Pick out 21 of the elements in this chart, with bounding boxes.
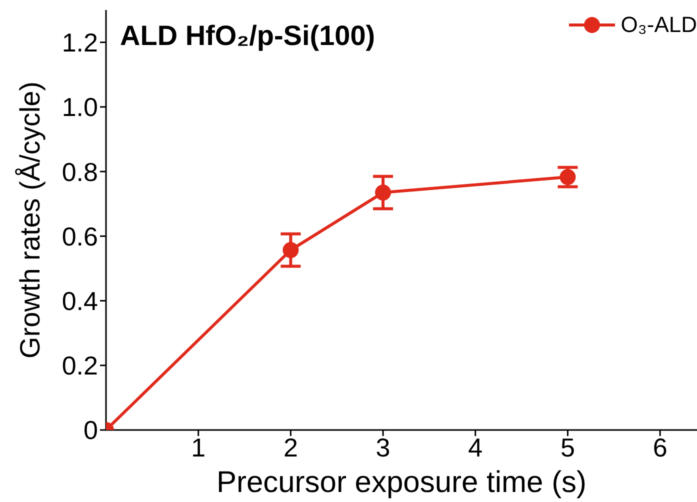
point	[560, 169, 576, 186]
y-tick-label: 1.2	[62, 28, 98, 58]
legend-label: O₃-ALD	[620, 12, 697, 38]
x-tick-label: 1	[191, 432, 206, 462]
x-tick-label: 2	[283, 432, 298, 462]
legend: O₃-ALD	[566, 12, 697, 38]
y-tick-label: 0	[84, 415, 98, 446]
chart-title: ALD HfO₂/p-Si(100)	[120, 20, 376, 52]
y-tick-label: 0.8	[62, 156, 98, 187]
x-tick-label: 3	[376, 432, 390, 462]
x-tick-label: 5	[560, 432, 575, 462]
point	[282, 242, 299, 258]
x-axis-title: Precursor exposure time (s)	[216, 466, 587, 499]
y-tick-label: 0.6	[62, 221, 98, 252]
y-tick-label: 0.4	[62, 286, 98, 316]
y-axis-title: Growth rates (Å/cycle)	[14, 82, 46, 358]
point	[375, 184, 392, 201]
x-tick-label: 6	[652, 432, 668, 462]
x-tick-label: 4	[468, 432, 483, 462]
y-tick-label: 1.0	[62, 92, 98, 122]
y-tick-label: 0.2	[62, 350, 98, 381]
